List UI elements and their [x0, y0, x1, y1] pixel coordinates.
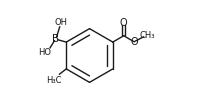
Text: OH: OH	[54, 18, 67, 27]
Text: O: O	[119, 18, 127, 28]
Text: CH₃: CH₃	[139, 31, 154, 40]
Text: H₃C: H₃C	[46, 76, 61, 85]
Text: B: B	[52, 34, 59, 44]
Text: HO: HO	[38, 48, 51, 57]
Text: O: O	[130, 37, 138, 47]
